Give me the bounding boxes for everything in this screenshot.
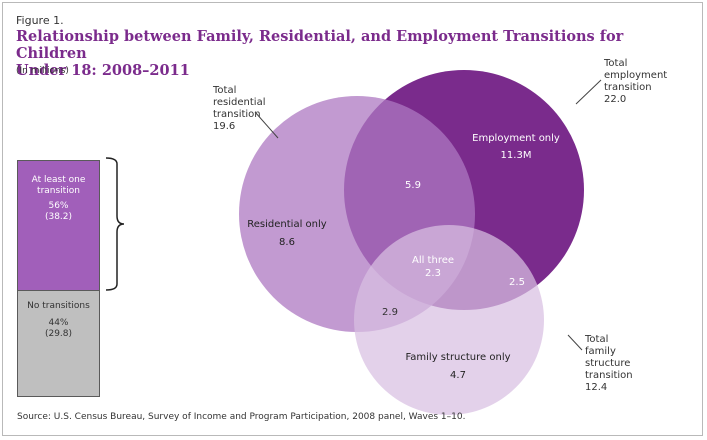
bar-top-label-2: transition [37, 186, 80, 196]
residential-employment-overlap-value: 5.9 [405, 180, 421, 191]
residential-total-line-3: transition [213, 109, 261, 120]
family-total-value: 12.4 [585, 382, 607, 393]
all-three-label: All three [412, 255, 454, 266]
bar-top-value: (38.2) [44, 212, 73, 222]
employment-only-label: Employment only [472, 133, 560, 144]
bar-at-least-one-transition: At least one transition 56% (38.2) [17, 160, 100, 291]
title-line-2: Under 18: 2008–2011 [16, 62, 190, 79]
residential-total-line-1: Total [212, 85, 236, 96]
bar-no-transitions: No transitions 44% (29.8) [17, 291, 100, 397]
employment-total-line-1: Total [603, 58, 627, 69]
bar-bottom-percent: 44% [48, 318, 69, 328]
employment-family-overlap-value: 2.5 [509, 277, 525, 288]
figure-frame: Figure 1. Relationship between Family, R… [2, 2, 703, 436]
title-line-1: Relationship between Family, Residential… [16, 28, 624, 62]
source-note: Source: U.S. Census Bureau, Survey of In… [17, 412, 466, 422]
residential-total-line-2: residential [213, 97, 265, 108]
residential-family-overlap-value: 2.9 [382, 307, 398, 318]
all-three-value: 2.3 [425, 268, 441, 279]
bar-top-percent: 56% [48, 201, 69, 211]
bar-bottom-label: No transitions [27, 301, 90, 311]
circle-family-structure [354, 225, 544, 415]
family-only-value: 4.7 [450, 370, 466, 381]
units-note: (In millions) [16, 66, 69, 76]
residential-leader-line [254, 111, 279, 139]
bar-top-label-1: At least one [31, 175, 86, 185]
employment-leader-line [575, 79, 602, 105]
employment-total-value: 22.0 [604, 94, 626, 105]
family-total-line-4: transition [585, 370, 633, 381]
bracket [105, 157, 125, 291]
family-total-line-3: structure [585, 358, 630, 369]
family-leader-line [567, 334, 583, 351]
residential-total-value: 19.6 [213, 121, 235, 132]
employment-total-line-3: transition [604, 82, 652, 93]
family-only-label: Family structure only [405, 352, 510, 363]
residential-only-value: 8.6 [279, 237, 295, 248]
bar-bottom-value: (29.8) [44, 329, 73, 339]
employment-total-line-2: employment [604, 70, 667, 81]
family-total-line-2: family [585, 346, 616, 357]
residential-only-label: Residential only [247, 219, 326, 230]
family-total-line-1: Total [584, 334, 608, 345]
employment-only-value: 11.3M [501, 150, 532, 161]
figure-label: Figure 1. [16, 14, 64, 27]
figure-title: Relationship between Family, Residential… [16, 28, 686, 79]
